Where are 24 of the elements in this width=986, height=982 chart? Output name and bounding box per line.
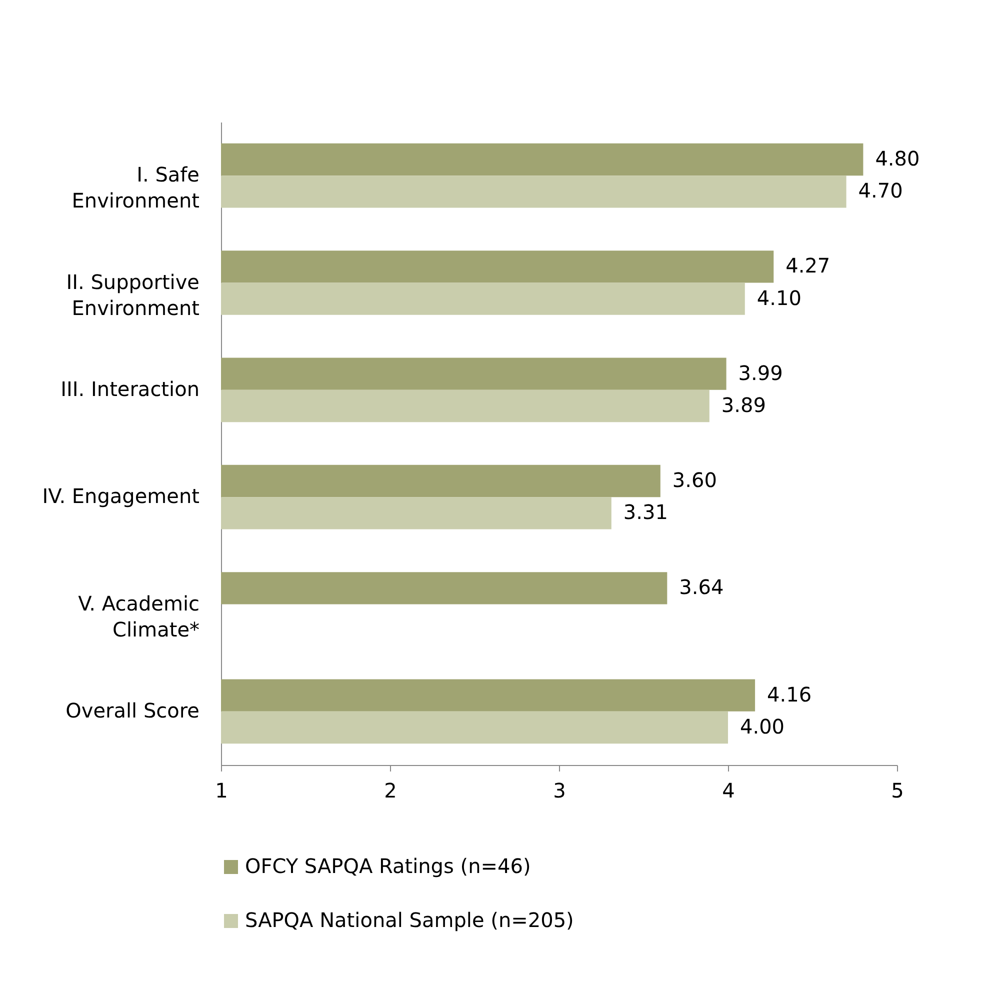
data-label: 3.64 bbox=[679, 575, 724, 600]
y-tick-label: II. Supportive Environment bbox=[66, 270, 200, 320]
data-label: 3.89 bbox=[721, 392, 766, 417]
legend-label: SAPQA National Sample (n=205) bbox=[245, 908, 574, 932]
x-tick-label: 5 bbox=[891, 778, 904, 802]
data-label: 3.99 bbox=[738, 360, 783, 385]
y-tick-label: I. Safe Environment bbox=[72, 162, 200, 213]
y-tick-label: III. Interaction bbox=[60, 376, 200, 401]
data-label: 4.00 bbox=[740, 714, 785, 738]
y-tick-label: V. Academic Climate* bbox=[78, 591, 200, 642]
data-label: 4.80 bbox=[875, 146, 920, 171]
data-label: 3.31 bbox=[623, 500, 668, 524]
data-label: 3.60 bbox=[672, 468, 717, 492]
data-label: 4.70 bbox=[858, 178, 903, 203]
data-label: 4.16 bbox=[767, 682, 812, 706]
x-tick-label: 4 bbox=[722, 778, 735, 802]
legend-label: OFCY SAPQA Ratings (n=46) bbox=[245, 854, 531, 878]
x-tick-label: 3 bbox=[553, 778, 566, 802]
x-tick-label: 2 bbox=[384, 778, 397, 802]
data-label: 4.27 bbox=[786, 254, 830, 278]
y-tick-label: IV. Engagement bbox=[42, 484, 200, 508]
y-tick-label: Overall Score bbox=[66, 698, 200, 722]
data-label: 4.10 bbox=[756, 286, 802, 310]
x-tick-label: 1 bbox=[215, 778, 228, 802]
